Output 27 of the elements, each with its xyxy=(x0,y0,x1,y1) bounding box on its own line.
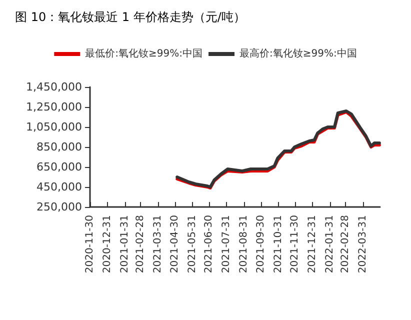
legend-label: 最低价:氧化钕≥99%:中国 xyxy=(85,48,202,60)
x-tick-label: 2021-01-31 xyxy=(119,215,130,274)
y-tick-label: 1,450,000 xyxy=(26,80,82,94)
y-tick-label: 250,000 xyxy=(36,200,82,214)
x-tick-label: 2021-06-30 xyxy=(204,215,215,274)
y-tick-label: 1,250,000 xyxy=(26,100,82,114)
x-tick-label: 2021-02-28 xyxy=(135,215,146,274)
legend-label: 最高价:氧化钕≥99%:中国 xyxy=(240,48,357,60)
x-tick-label: 2021-05-31 xyxy=(186,215,198,274)
y-tick-label: 1,050,000 xyxy=(26,120,82,134)
x-tick-label: 2021-08-31 xyxy=(238,215,250,274)
x-tick-label: 2020-11-30 xyxy=(84,215,96,274)
x-tick-label: 2022-02-28 xyxy=(340,215,352,274)
x-tick-label: 2021-04-30 xyxy=(169,215,180,274)
x-tick-label: 2022-01-31 xyxy=(324,215,336,274)
y-tick-label: 650,000 xyxy=(36,160,82,174)
x-tick-label: 2021-11-30 xyxy=(290,215,301,274)
chart-title: 图 10：氧化钕最近 1 年价格走势（元/吨） xyxy=(15,10,246,24)
x-tick-label: 2020-12-31 xyxy=(102,215,113,274)
y-tick-label: 850,000 xyxy=(36,140,82,154)
x-tick-label: 2021-03-31 xyxy=(152,215,164,274)
x-tick-label: 2021-07-31 xyxy=(221,215,232,274)
x-tick-label: 2021-09-30 xyxy=(255,215,266,274)
y-tick-label: 450,000 xyxy=(36,180,82,194)
x-tick-label: 2022-03-31 xyxy=(358,215,369,274)
x-tick-label: 2021-12-31 xyxy=(307,215,318,274)
x-tick-label: 2021-10-31 xyxy=(272,215,284,274)
